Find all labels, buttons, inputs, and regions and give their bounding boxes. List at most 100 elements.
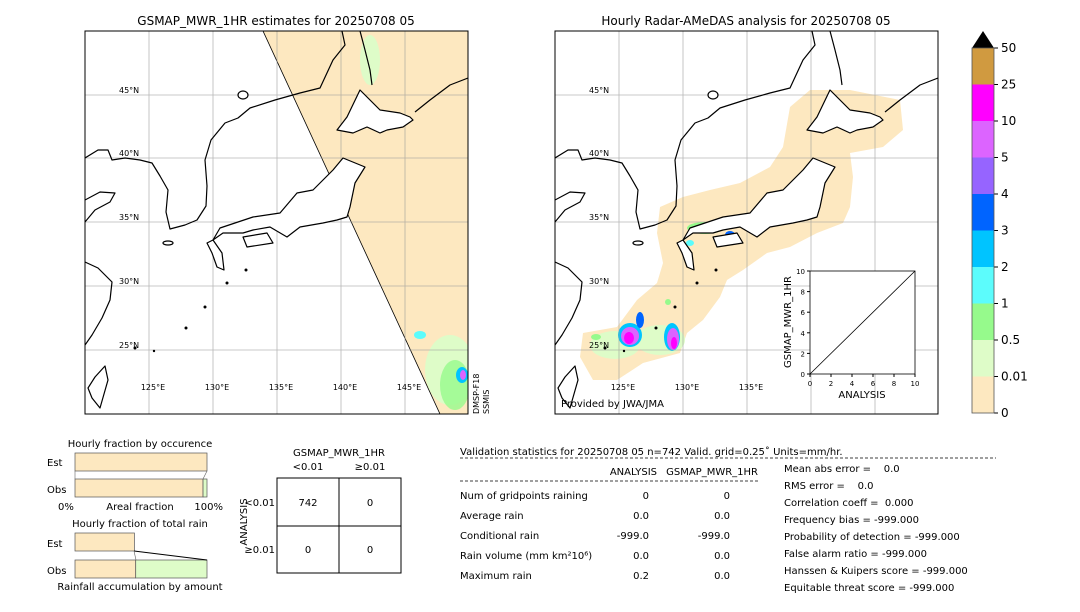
colorbar-segment [972,303,994,340]
colorbar-segment [972,340,994,377]
total-rain-xlabel: Rainfall accumulation by amount [57,582,222,593]
stat-label: Conditional rain [460,531,539,542]
stat-label: Maximum rain [460,571,532,582]
stat-gsmap: 0 [724,491,730,502]
left-map: GSMAP_MWR_1HR estimates for 20250708 05 … [84,14,491,415]
col-header: <0.01 [293,462,324,473]
colorbar-segment [972,84,994,121]
colorbar-label: 0 [1001,406,1009,420]
fraction-bar [202,478,208,498]
lon-label: 130°E [675,383,699,392]
stat-label: Average rain [460,511,524,522]
stat-gsmap: 0.0 [714,551,730,562]
validation-statistics: Validation statistics for 20250708 05 n=… [460,446,996,594]
right-map: Hourly Radar-AMeDAS analysis for 2025070… [554,14,939,415]
lon-label: 135°E [739,383,763,392]
lat-label: 35°N [119,213,139,222]
colorbar-segment [972,157,994,194]
scatter-ylabel: GSMAP_MWR_1HR [783,276,794,368]
colorbar-segment [972,48,994,85]
est-label: Est [47,539,63,550]
colorbar-label: 4 [1001,187,1009,201]
colorbar-label: 10 [1001,114,1016,128]
x-tick-100: 100% [194,502,223,513]
occurrence-xlabel: Areal fraction [106,502,173,513]
stat-label: Rain volume (mm km²10⁶) [460,551,592,562]
sensor-label: DMSP-F18 [472,374,481,414]
colorbar-label: 5 [1001,151,1009,165]
fraction-bar [74,559,137,579]
scatter-xlabel: ANALYSIS [838,390,885,401]
colorbar-label: 50 [1001,41,1016,55]
fraction-bar [74,478,204,498]
score-line: Correlation coeff = 0.000 [784,498,914,509]
stat-gsmap: -999.0 [698,531,730,542]
colorbar-label: 25 [1001,78,1016,92]
x-tick-0: 0% [58,502,74,513]
contingency-table: GSMAP_MWR_1HR <0.01 ≥0.01 ANALYSIS <0.01… [239,448,402,574]
x-tick-label: 10 [911,380,920,388]
row-header: ≥0.01 [244,545,275,556]
score-line: Hanssen & Kuipers score = -999.000 [784,566,968,577]
occurrence-fraction-chart: Hourly fraction by occurence Est Obs 0% … [47,439,223,513]
colorbar-segment [972,376,994,413]
y-tick-label: 0 [801,371,805,379]
lon-label: 140°E [333,383,357,392]
fraction-bar [135,559,208,579]
y-tick-label: 10 [796,268,805,276]
obs-label: Obs [47,485,66,496]
stat-analysis: 0.0 [633,551,649,562]
x-tick-label: 6 [871,380,876,388]
lat-label: 45°N [589,86,609,95]
left-map-title: GSMAP_MWR_1HR estimates for 20250708 05 [137,14,414,28]
row-header: <0.01 [244,498,275,509]
fraction-bar [74,532,135,552]
lon-label: 125°E [141,383,165,392]
row-title: ANALYSIS [239,498,250,545]
colorbar-segment [972,121,994,158]
score-line: RMS error = 0.0 [784,481,874,492]
lat-label: 25°N [119,341,139,350]
stat-gsmap: 0.0 [714,571,730,582]
occurrence-title: Hourly fraction by occurence [68,439,212,450]
lon-label: 130°E [205,383,229,392]
stat-gsmap: 0.0 [714,511,730,522]
colorbar-label: 0.01 [1001,370,1028,384]
colorbar-label: 3 [1001,224,1009,238]
colorbar-label: 1 [1001,297,1009,311]
table-cell: 0 [305,545,311,556]
stats-header: Validation statistics for 20250708 05 n=… [460,446,843,458]
score-line: Frequency bias = -999.000 [784,515,919,526]
lat-label: 40°N [589,149,609,158]
score-line: Mean abs error = 0.0 [784,464,900,475]
x-tick-label: 4 [850,380,855,388]
col-analysis: ANALYSIS [610,467,657,478]
lat-label: 25°N [589,341,609,350]
lon-label: 135°E [269,383,293,392]
lat-label: 40°N [119,149,139,158]
table-cell: 0 [367,498,373,509]
colorbar-segment [972,230,994,267]
total-rain-fraction-chart: Hourly fraction of total rain Est Obs Ra… [47,519,223,593]
total-rain-title: Hourly fraction of total rain [72,519,208,530]
one-to-one-line [809,270,916,375]
fraction-bar [74,452,208,472]
colorbar-segment [972,194,994,231]
table-cell: 0 [367,545,373,556]
y-tick-label: 6 [801,309,806,317]
obs-label: Obs [47,566,66,577]
right-map-title: Hourly Radar-AMeDAS analysis for 2025070… [601,14,890,28]
stat-analysis: 0.0 [633,511,649,522]
stat-analysis: -999.0 [617,531,649,542]
score-line: False alarm ratio = -999.000 [784,549,927,560]
col-header: ≥0.01 [355,462,386,473]
x-tick-label: 0 [808,380,812,388]
colorbar-label: 0.5 [1001,333,1020,347]
stat-analysis: 0 [643,491,649,502]
table-cell: 742 [298,498,317,509]
lon-label: 125°E [611,383,635,392]
x-tick-label: 8 [892,380,896,388]
lat-label: 45°N [119,86,139,95]
colorbar: 0 0.01 0.5 1 2 3 4 5 10 25 50 [971,31,1028,420]
